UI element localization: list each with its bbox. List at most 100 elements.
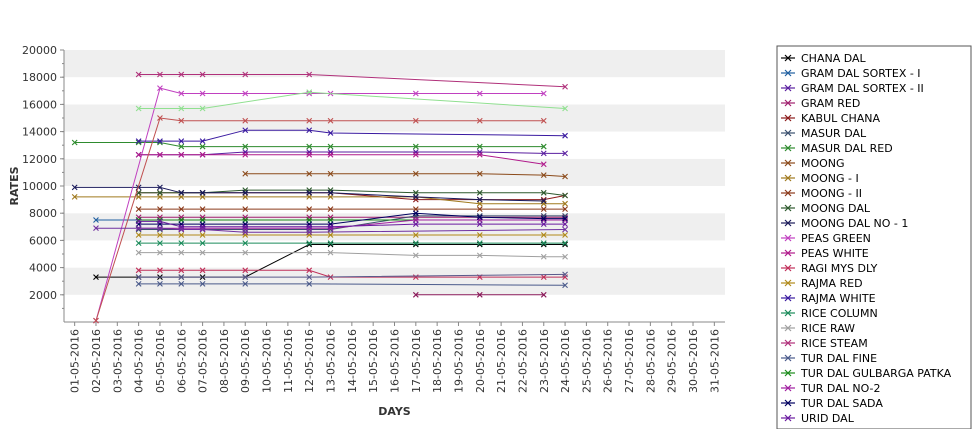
legend-label: MOONG [801,157,845,170]
y-tick-label: 18000 [22,71,57,84]
legend-label: MOONG - I [801,172,859,185]
data-point-marker [71,139,78,146]
x-tick-label: 16-05-2016 [389,329,402,393]
x-tick-label: 06-05-2016 [175,329,188,393]
data-point-marker [562,105,568,112]
data-point-marker [562,173,568,180]
legend-item: KABUL CHANA [781,112,880,125]
legend-marker [784,324,792,332]
data-point-marker [476,221,483,227]
data-point-marker [540,274,547,281]
data-point-marker [135,206,142,213]
legend-marker [784,414,792,422]
legend-item: MOONG DAL NO - 1 [781,217,908,230]
data-point-marker [476,189,483,196]
data-point-marker [540,172,547,179]
data-point-marker [562,271,568,278]
y-axis-title: RATES [8,166,21,205]
x-tick-label: 31-05-2016 [708,329,721,393]
data-point-marker [562,132,568,139]
data-point-marker [306,143,313,150]
data-point-marker [242,281,249,287]
legend-marker [784,69,792,77]
x-tick-label: 09-05-2016 [239,329,252,393]
data-point-marker [540,206,547,213]
data-point-marker [178,267,185,274]
data-point-marker [93,217,99,223]
legend-label: RICE STEAM [801,337,868,350]
data-point-marker [562,200,568,207]
legend-marker [784,84,792,92]
legend-item: MOONG DAL [781,202,871,215]
y-tick-label: 16000 [22,98,57,111]
legend-box [776,45,972,429]
data-point-marker [412,117,419,124]
data-point-marker [306,170,313,177]
data-point-marker [540,240,547,247]
data-point-marker [306,267,313,274]
data-point-marker [135,138,142,145]
data-point-marker [242,223,249,230]
data-point-marker [135,267,142,274]
data-point-marker [540,232,547,238]
data-point-marker [562,232,568,238]
data-point-marker [242,90,249,97]
data-point-marker [476,232,483,238]
legend-label: MOONG - II [801,187,862,200]
data-point-marker [540,198,547,204]
series-27 [93,225,568,236]
data-point-marker [199,226,206,233]
legend-label: URID DAL [801,412,855,425]
data-point-marker [562,206,568,213]
data-point-marker [135,151,142,158]
y-tick-label: 20000 [22,44,57,57]
legend-label: GRAM DAL SORTEX - I [801,67,921,80]
data-point-marker [562,192,568,199]
data-point-marker [135,218,142,225]
data-point-marker [562,83,568,90]
data-point-marker [562,215,568,222]
series-20 [135,281,568,289]
legend-marker [784,129,792,137]
series-line [74,196,566,205]
y-tick-label: 6000 [29,234,57,247]
legend-item: RICE RAW [781,322,855,335]
x-tick-label: 07-05-2016 [197,329,210,393]
data-point-marker [242,274,249,281]
data-point-marker [178,274,185,281]
data-point-marker [199,240,206,247]
data-point-marker [178,138,185,145]
series-28 [412,291,547,298]
legend-item: MOONG [781,157,845,170]
x-tick-label: 03-05-2016 [111,329,124,393]
data-point-marker [476,206,483,213]
series-18 [135,249,568,260]
data-point-marker [327,170,334,177]
data-point-marker [540,189,547,196]
legend-label: PEAS GREEN [801,232,871,245]
data-point-marker [178,143,185,150]
y-tick-label: 14000 [22,126,57,139]
x-tick-label: 14-05-2016 [346,329,359,393]
legend-marker [784,354,792,362]
legend-label: MOONG DAL NO - 1 [801,217,908,230]
data-point-marker [306,71,313,78]
data-point-marker [476,214,483,221]
legend-marker [784,159,792,167]
series-24 [135,218,568,230]
data-point-marker [199,105,206,112]
legend-marker [784,189,792,197]
x-tick-label: 22-05-2016 [516,329,529,393]
data-point-marker [306,240,313,247]
legend-item: CHANA DAL [781,52,867,65]
data-point-marker [242,206,249,213]
y-tick-label: 2000 [29,289,57,302]
data-point-marker [157,249,163,256]
series-line [138,154,544,165]
x-tick-label: 08-05-2016 [218,329,231,393]
series-11 [71,184,547,204]
legend-item: RAGI MYS DLY [781,262,878,275]
data-point-marker [412,221,419,227]
data-point-marker [242,267,249,274]
data-point-marker [327,189,334,196]
